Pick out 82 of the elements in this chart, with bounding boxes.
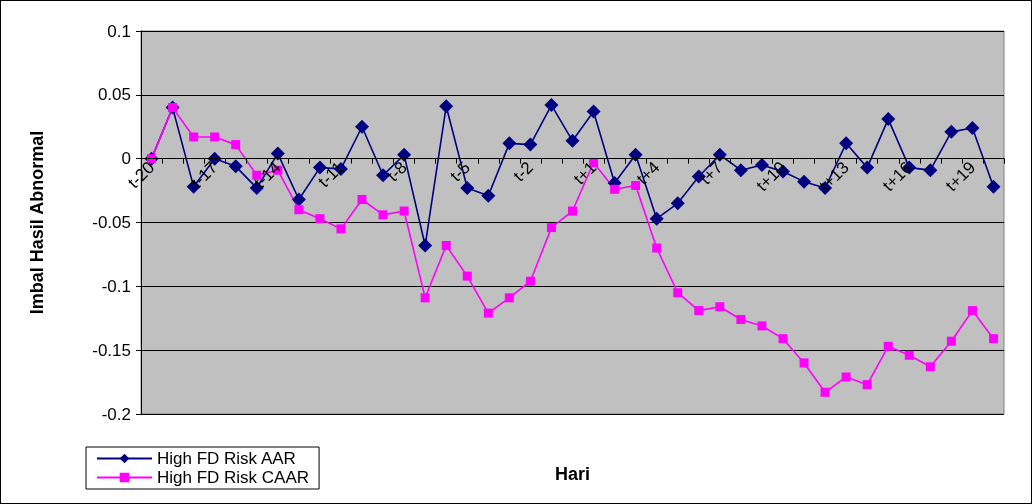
point bbox=[399, 206, 409, 216]
point bbox=[712, 147, 727, 162]
point bbox=[439, 99, 454, 114]
point bbox=[481, 188, 496, 203]
point bbox=[904, 350, 914, 360]
point bbox=[694, 306, 704, 316]
legend-label: High FD Risk AAR bbox=[157, 449, 296, 468]
point bbox=[839, 136, 854, 151]
point bbox=[736, 315, 746, 325]
point bbox=[797, 174, 812, 189]
point bbox=[189, 132, 199, 142]
point bbox=[502, 136, 517, 151]
point bbox=[715, 302, 725, 312]
point bbox=[523, 137, 538, 152]
point bbox=[228, 159, 243, 174]
point bbox=[355, 119, 370, 134]
point bbox=[923, 163, 938, 178]
point bbox=[946, 336, 956, 346]
point bbox=[965, 121, 980, 136]
point bbox=[610, 184, 620, 194]
point bbox=[504, 293, 514, 303]
point bbox=[860, 160, 875, 175]
point bbox=[986, 179, 1001, 194]
point bbox=[652, 243, 662, 253]
point bbox=[483, 308, 493, 318]
point bbox=[568, 206, 577, 216]
point bbox=[291, 192, 306, 207]
point bbox=[967, 306, 977, 316]
point bbox=[988, 334, 998, 344]
y-tick-label: 0.1 bbox=[107, 21, 131, 41]
x-tick-label: t-5 bbox=[446, 157, 474, 186]
y-tick-label: -0.1 bbox=[101, 276, 131, 296]
point bbox=[270, 146, 285, 161]
x-tick-label: t+1 bbox=[569, 157, 601, 189]
x-tick-label: t-2 bbox=[509, 157, 538, 186]
point bbox=[525, 276, 535, 286]
point bbox=[862, 380, 872, 390]
x-tick-label: t-8 bbox=[383, 157, 411, 186]
x-tick-label: t-17 bbox=[187, 157, 222, 193]
point bbox=[397, 147, 412, 162]
point bbox=[378, 210, 388, 220]
point bbox=[673, 288, 683, 298]
point bbox=[757, 321, 767, 331]
point bbox=[462, 271, 472, 281]
y-axis-title: Imbal Hasil Abnormal bbox=[27, 130, 47, 315]
x-tick-label: t-14 bbox=[250, 157, 285, 193]
point bbox=[820, 387, 830, 397]
point bbox=[294, 205, 304, 215]
point bbox=[315, 214, 325, 224]
point bbox=[586, 104, 601, 119]
point bbox=[799, 358, 809, 368]
point bbox=[881, 112, 896, 127]
y-tick-label: 0 bbox=[121, 149, 131, 169]
point bbox=[883, 341, 893, 351]
point bbox=[944, 124, 959, 139]
x-tick-label: t+4 bbox=[632, 157, 664, 189]
point bbox=[460, 181, 475, 196]
point bbox=[357, 195, 367, 205]
y-tick-label: -0.2 bbox=[101, 404, 131, 424]
x-tick-label: t-11 bbox=[314, 157, 348, 192]
point bbox=[733, 163, 748, 178]
y-tick-label: -0.15 bbox=[92, 340, 131, 360]
point bbox=[649, 211, 664, 226]
point bbox=[628, 147, 643, 162]
legend-label: High FD Risk CAAR bbox=[157, 468, 310, 487]
point bbox=[841, 372, 851, 382]
x-axis-title: Hari bbox=[554, 464, 591, 484]
point bbox=[420, 293, 430, 303]
point bbox=[210, 132, 220, 142]
point bbox=[336, 224, 346, 234]
point bbox=[231, 140, 241, 150]
point bbox=[441, 240, 451, 250]
point bbox=[925, 362, 935, 372]
point bbox=[670, 196, 685, 211]
point bbox=[546, 223, 556, 233]
y-tick-label: 0.05 bbox=[97, 85, 131, 105]
x-tick-label: t+7 bbox=[696, 157, 727, 189]
point bbox=[544, 98, 559, 113]
point bbox=[778, 334, 788, 344]
point bbox=[565, 133, 580, 148]
point bbox=[418, 238, 433, 253]
y-tick-label: -0.05 bbox=[92, 213, 131, 232]
